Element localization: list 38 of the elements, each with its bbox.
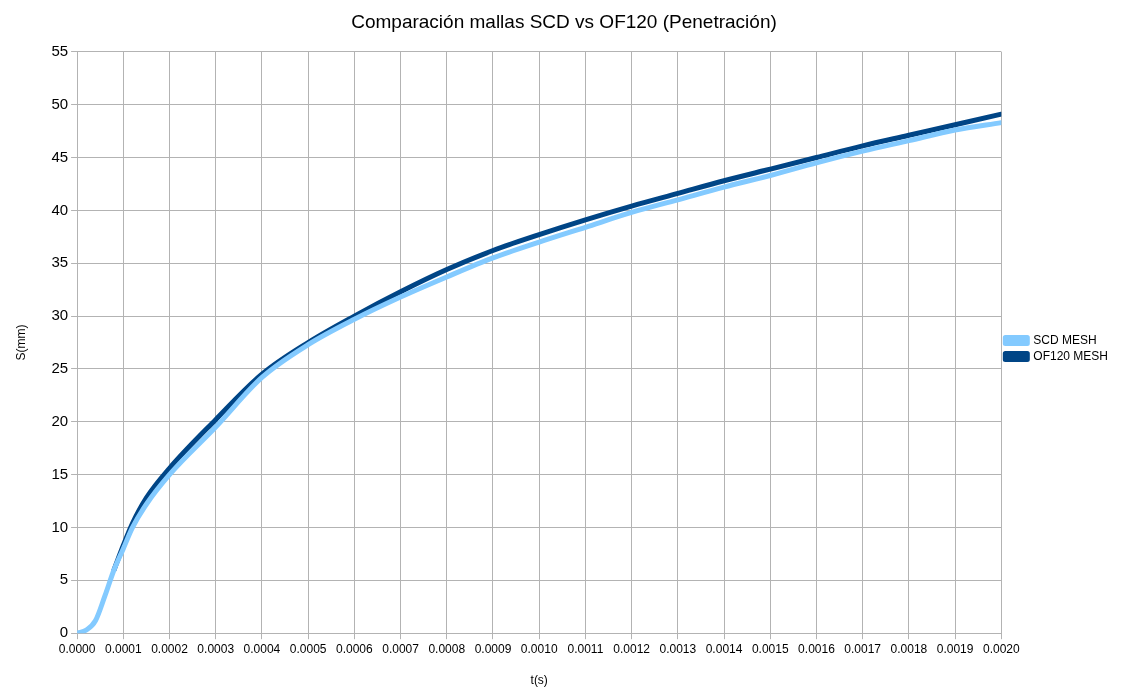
x-tick-label: 0.0009: [474, 641, 512, 656]
y-tick-label: 20: [51, 411, 69, 429]
y-tick-label: 55: [51, 41, 69, 59]
legend-label: OF120 MESH: [1033, 348, 1109, 363]
x-tick-label: 0.0000: [58, 641, 96, 656]
y-tick-label: 15: [51, 464, 69, 482]
x-tick-label: 0.0017: [844, 641, 882, 656]
y-tick-label: 45: [51, 147, 69, 165]
x-tick-label: 0.0019: [936, 641, 974, 656]
y-tick-label: 0: [59, 623, 69, 641]
x-tick-label: 0.0013: [659, 641, 697, 656]
chart-title: Comparación mallas SCD vs OF120 (Penetración): [351, 10, 777, 32]
x-tick-label: 0.0014: [705, 641, 743, 656]
y-tick-label: 30: [51, 306, 69, 324]
x-tick-label: 0.0016: [798, 641, 836, 656]
x-tick-label: 0.0011: [567, 641, 604, 656]
x-tick-label: 0.0012: [613, 641, 651, 656]
y-tick-label: 5: [59, 570, 69, 588]
y-axis-title: S(mm): [13, 324, 28, 361]
x-tick-label: 0.0010: [520, 641, 558, 656]
y-tick-label: 40: [51, 200, 69, 218]
y-tick-label: 35: [51, 253, 69, 271]
x-tick-label: 0.0004: [243, 641, 281, 656]
x-tick-label: 0.0002: [151, 641, 189, 656]
x-tick-label: 0.0005: [289, 641, 327, 656]
x-tick-label: 0.0020: [982, 641, 1020, 656]
x-tick-label: 0.0007: [382, 641, 420, 656]
x-tick-label: 0.0003: [197, 641, 235, 656]
x-tick-label: 0.0008: [428, 641, 466, 656]
y-tick-label: 25: [51, 359, 69, 377]
x-tick-label: 0.0015: [751, 641, 789, 656]
x-tick-label: 0.0001: [104, 641, 142, 656]
legend-label: SCD MESH: [1033, 332, 1097, 347]
x-axis-title: t(s): [530, 673, 548, 688]
y-tick-label: 10: [51, 517, 69, 535]
y-tick-label: 50: [51, 94, 69, 112]
x-tick-label: 0.0018: [890, 641, 928, 656]
x-tick-label: 0.0006: [336, 641, 374, 656]
